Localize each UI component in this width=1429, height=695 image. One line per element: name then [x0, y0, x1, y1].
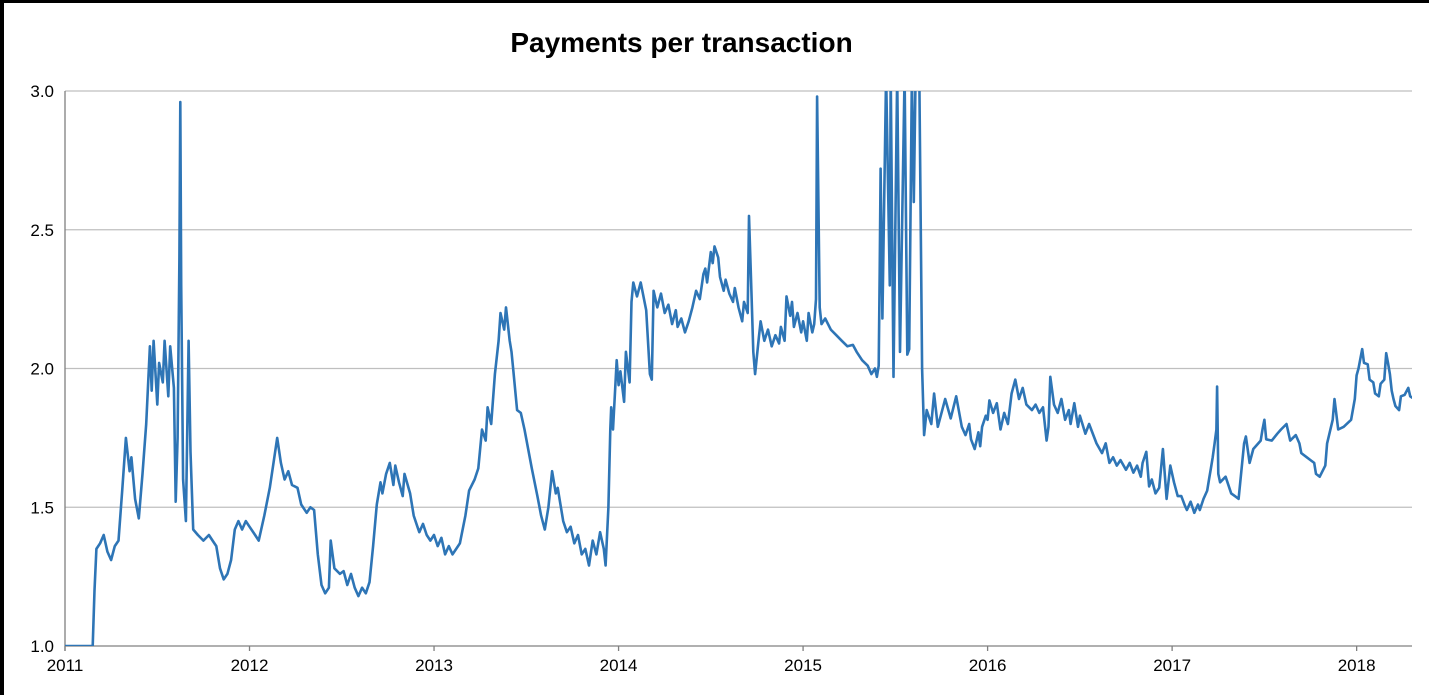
- y-axis-tick-label: 1.5: [30, 498, 54, 517]
- chart-title: Payments per transaction: [510, 27, 853, 58]
- y-axis-tick-label: 2.5: [30, 221, 54, 240]
- y-axis-tick-label: 2.0: [30, 360, 54, 379]
- x-axis-tick-label: 2018: [1338, 656, 1376, 675]
- data-series-line: [65, 91, 1412, 646]
- x-axis-tick-label: 2014: [600, 656, 638, 675]
- x-axis-tick-label: 2017: [1153, 656, 1191, 675]
- x-axis-tick-label: 2013: [415, 656, 453, 675]
- x-axis-tick-label: 2016: [969, 656, 1007, 675]
- x-axis-tick-label: 2012: [231, 656, 269, 675]
- y-axis-tick-label: 3.0: [30, 82, 54, 101]
- y-axis-tick-label: 1.0: [30, 637, 54, 656]
- x-axis-tick-label: 2015: [784, 656, 822, 675]
- x-axis-tick-label: 2011: [47, 656, 84, 675]
